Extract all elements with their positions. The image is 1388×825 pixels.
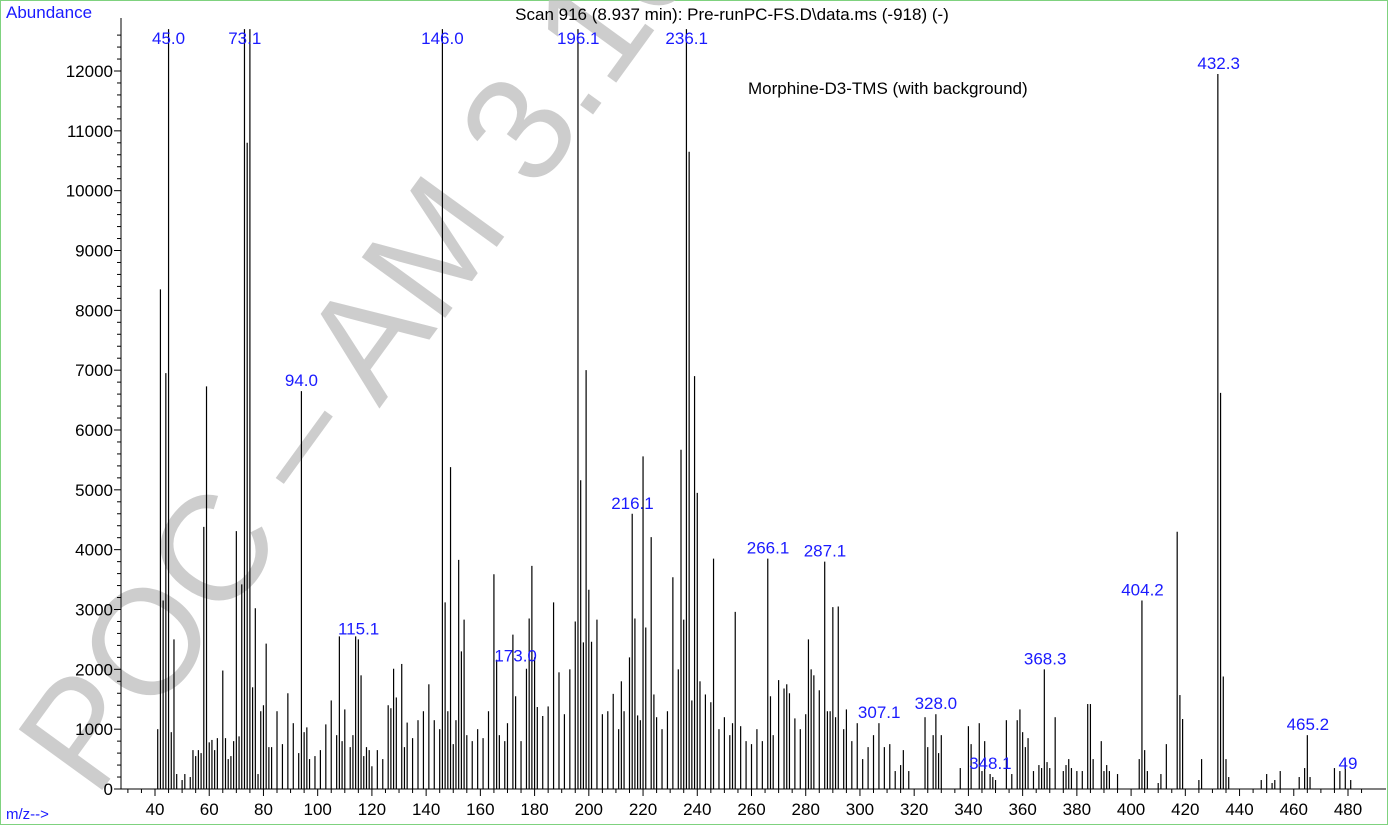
peak-label: 216.1 <box>611 494 654 513</box>
x-tick-label: 40 <box>146 800 165 819</box>
x-tick-label: 60 <box>200 800 219 819</box>
peak-label: 432.3 <box>1197 54 1240 73</box>
peak-label: 236.1 <box>665 29 708 48</box>
x-tick-label: 120 <box>358 800 386 819</box>
y-tick-label: 1000 <box>75 720 113 739</box>
peak-label: 266.1 <box>747 539 790 558</box>
x-tick-label: 440 <box>1225 800 1253 819</box>
x-tick-label: 480 <box>1334 800 1362 819</box>
y-tick-label: 8000 <box>75 301 113 320</box>
y-tick-label: 10000 <box>66 182 113 201</box>
y-tick-label: 9000 <box>75 242 113 261</box>
y-axis: 0 1000 2000 3000 4000 5000 6000 7000 8000 9000 100… <box>66 18 122 799</box>
peak-label: 94.0 <box>285 371 318 390</box>
peak-label: 404.2 <box>1121 581 1164 600</box>
x-tick-label: 420 <box>1171 800 1199 819</box>
x-tick-label: 320 <box>900 800 928 819</box>
peak-label: 49 <box>1339 754 1358 773</box>
y-tick-label: 11000 <box>67 122 113 141</box>
peak-label: 465.2 <box>1287 715 1330 734</box>
spectrum-peaks <box>157 29 1352 789</box>
peak-label: 328.0 <box>915 694 958 713</box>
y-tick-label: 2000 <box>75 660 113 679</box>
y-axis-title: Abundance <box>6 3 92 22</box>
x-tick-label: 100 <box>303 800 331 819</box>
x-tick-label: 200 <box>575 800 603 819</box>
peak-label: 173.0 <box>494 646 537 665</box>
peak-label: 287.1 <box>804 542 847 561</box>
x-tick-label: 340 <box>954 800 982 819</box>
peak-label: 196.1 <box>557 29 600 48</box>
y-tick-label: 0 <box>104 780 113 799</box>
y-tick-label: 7000 <box>75 361 113 380</box>
x-tick-label: 280 <box>792 800 820 819</box>
x-axis-title: m/z--> <box>6 806 49 823</box>
x-tick-label: 360 <box>1008 800 1036 819</box>
x-tick-label: 80 <box>254 800 273 819</box>
peak-label: 115.1 <box>338 619 379 638</box>
x-tick-label: 220 <box>629 800 657 819</box>
peak-label: 146.0 <box>421 29 464 48</box>
x-tick-label: 300 <box>846 800 874 819</box>
x-tick-label: 180 <box>520 800 548 819</box>
peak-label: 307.1 <box>858 703 901 722</box>
peak-label: 73.1 <box>228 29 261 48</box>
y-tick-label: 3000 <box>75 601 113 620</box>
x-tick-label: 460 <box>1280 800 1308 819</box>
x-tick-label: 140 <box>412 800 440 819</box>
peak-labels: 45.0 73.1 94.0 115.1 146.0 173.0 196.1 216.1 236… <box>152 29 1357 773</box>
x-tick-label: 240 <box>683 800 711 819</box>
peak-label: 45.0 <box>152 29 185 48</box>
peak-label: 368.3 <box>1024 649 1067 668</box>
scan-title: Scan 916 (8.937 min): Pre-runPC-FS.D\dat… <box>515 5 949 24</box>
x-tick-label: 380 <box>1063 800 1091 819</box>
x-tick-label: 400 <box>1117 800 1145 819</box>
y-tick-label: 12000 <box>66 62 113 81</box>
peak-label: 348.1 <box>969 754 1012 773</box>
x-tick-label: 160 <box>466 800 494 819</box>
x-tick-label: 260 <box>737 800 765 819</box>
compound-label: Morphine-D3-TMS (with background) <box>748 79 1028 98</box>
y-tick-label: 5000 <box>75 481 113 500</box>
x-axis: 40 60 80 100 120 140 160 180 200 220 240 260 280 300 3… <box>121 788 1386 819</box>
y-tick-label: 6000 <box>75 421 113 440</box>
y-tick-label: 4000 <box>75 541 113 560</box>
